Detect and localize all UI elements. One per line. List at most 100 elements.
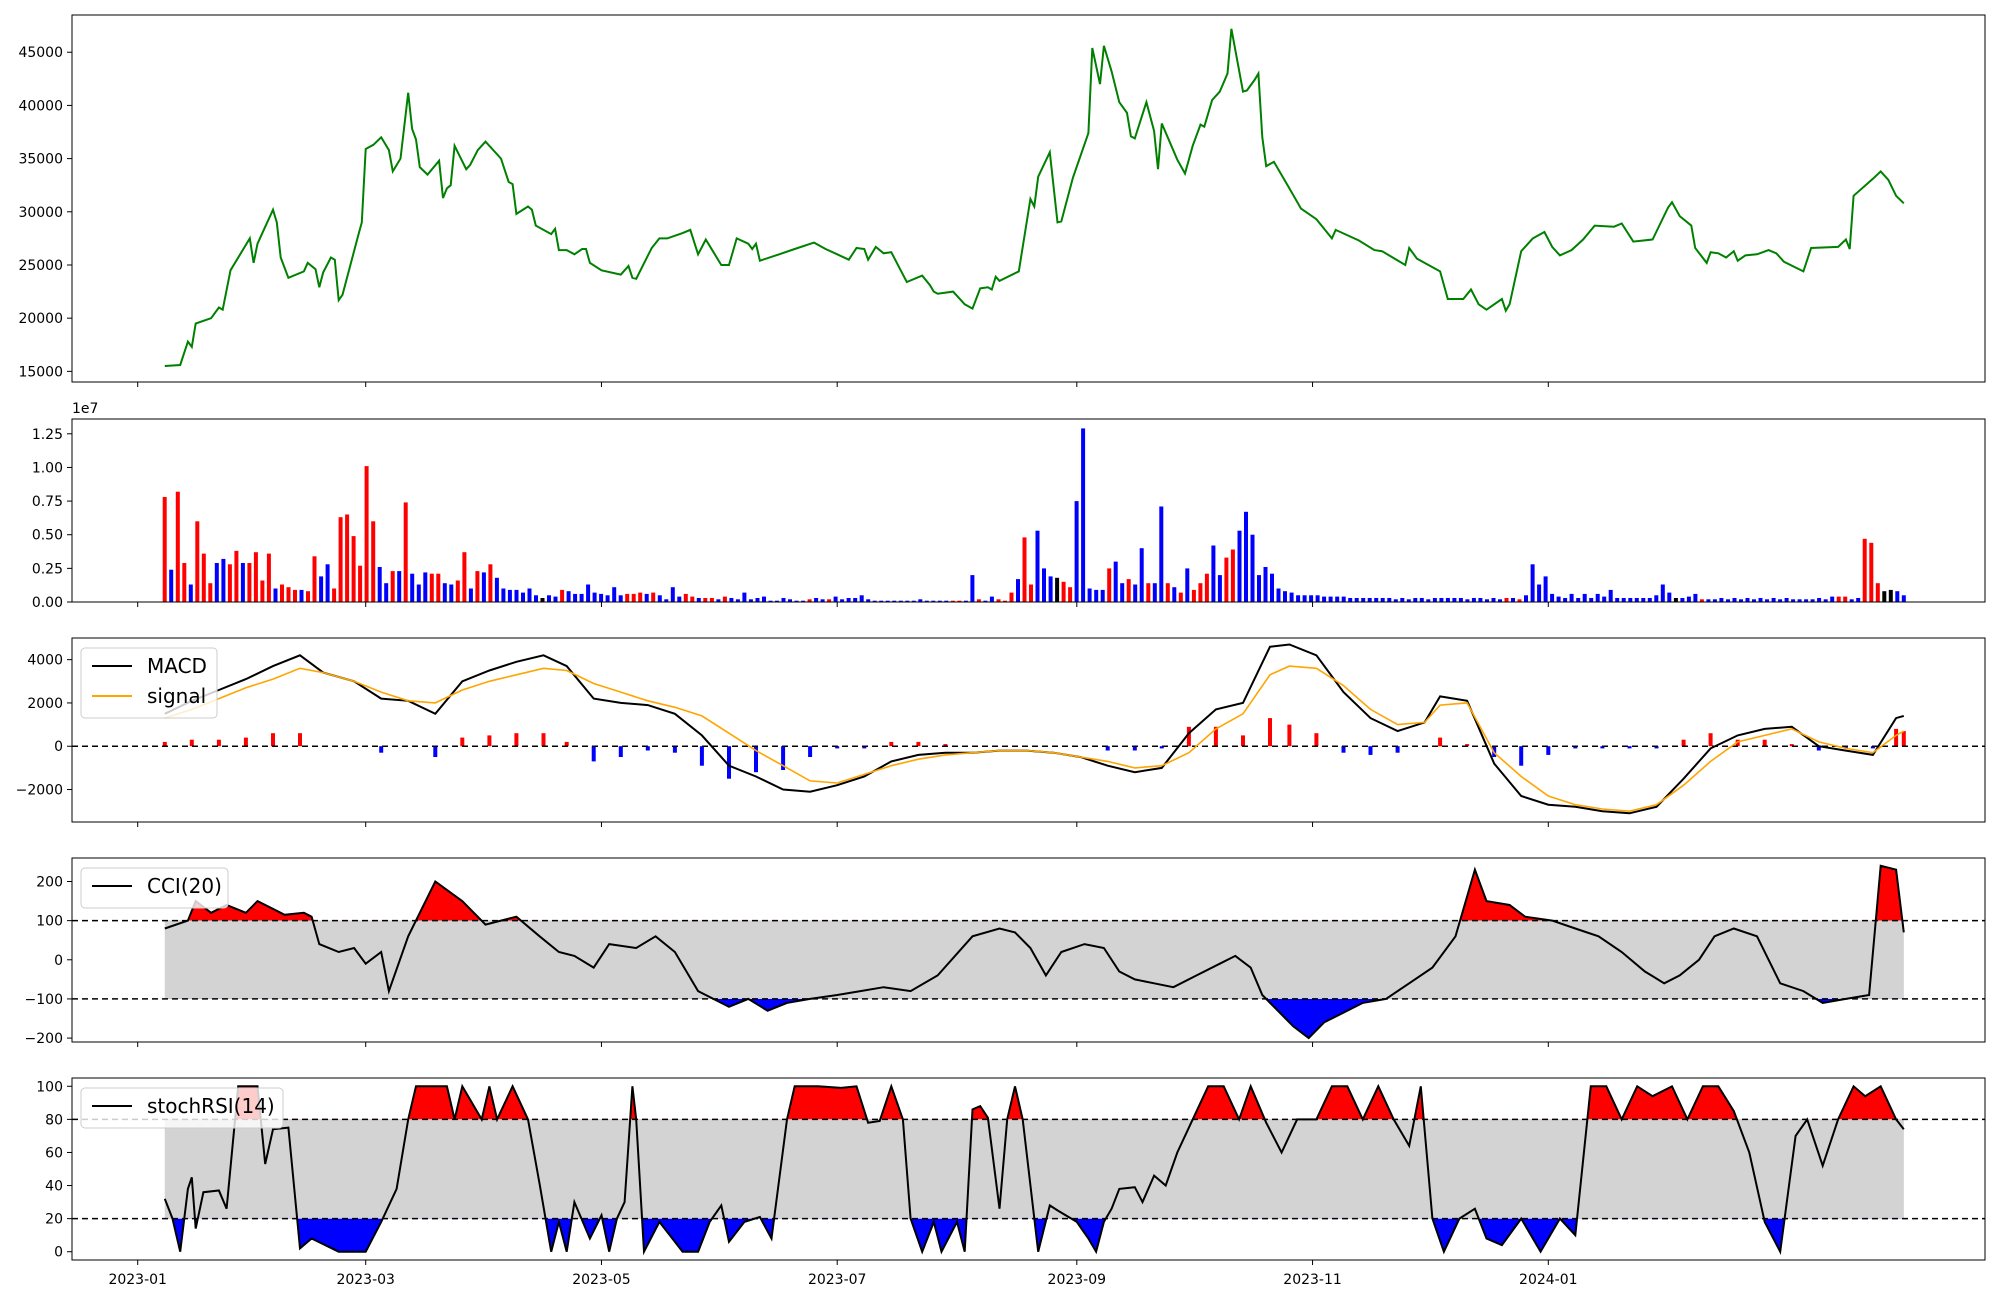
volume-bar [1693, 593, 1698, 602]
volume-bar [944, 600, 949, 602]
macd-histogram-bar [1654, 746, 1659, 749]
volume-bar [547, 595, 551, 602]
volume-bar [1341, 596, 1346, 602]
y-tick-label: 0.25 [32, 561, 63, 577]
volume-bar [612, 587, 617, 602]
y-tick-label: 200 [36, 874, 63, 890]
volume-bar [866, 599, 871, 602]
panel-frame [71, 418, 1986, 603]
volume-bar [1335, 596, 1340, 602]
volume-bar [963, 600, 968, 602]
volume-bar [1393, 599, 1398, 602]
macd-histogram-bar [727, 746, 731, 779]
volume-bar [735, 599, 740, 602]
macd-histogram-bar [541, 733, 546, 747]
volume-bar [1673, 598, 1678, 602]
volume-bar [814, 598, 819, 602]
volume-bar [983, 600, 988, 602]
volume-bar [1530, 564, 1535, 602]
volume-bar [403, 502, 408, 602]
volume-bar [1856, 598, 1861, 602]
volume-bar [1283, 591, 1287, 602]
stochrsi-panel: 0 20 40 60 80 100 stochRSI(14) [36, 1077, 1986, 1261]
volume-bar [898, 600, 903, 602]
volume-bar [833, 596, 838, 602]
volume-bar [1524, 595, 1528, 602]
volume-bar [1211, 545, 1216, 602]
y-tick-label: −100 [25, 992, 63, 1008]
macd-histogram-bar [162, 741, 167, 747]
volume-bar [234, 550, 239, 602]
macd-histogram-bar [1438, 737, 1443, 747]
volume-bar [1055, 577, 1060, 602]
macd-histogram-bar [1368, 746, 1373, 755]
macd-histogram-bar [216, 739, 221, 747]
volume-bar [1198, 583, 1203, 602]
macd-histogram-bar [243, 737, 248, 747]
volume-bar [651, 592, 656, 602]
macd-histogram-bar [1213, 726, 1218, 747]
y-tick-label: 80 [45, 1112, 63, 1128]
volume-bar [1003, 600, 1007, 602]
volume-bar [1107, 568, 1112, 602]
volume-bar [332, 588, 337, 602]
volume-bar [1830, 596, 1835, 602]
y-tick-label: 0.00 [32, 595, 63, 611]
price-line [164, 28, 1905, 367]
volume-bar [872, 600, 877, 602]
y-tick-label: 30000 [18, 205, 63, 221]
volume-bar [1074, 501, 1079, 602]
macd-histogram-bar [433, 746, 438, 757]
macd-histogram-bar [271, 733, 275, 747]
volume-bar [1726, 599, 1730, 602]
macd-panel: −2000 0 2000 4000 MACD signal [16, 637, 1986, 823]
volume-bar [1719, 598, 1724, 602]
volume-bar [853, 598, 858, 602]
volume-bar [1094, 589, 1099, 602]
volume-bar [1589, 598, 1594, 602]
stochrsi-line [163, 1083, 1905, 1256]
volume-bar [1361, 598, 1366, 602]
volume-bar [1797, 599, 1802, 602]
volume-bar [631, 593, 636, 602]
volume-bar [410, 573, 415, 602]
volume-bar [175, 491, 180, 602]
volume-bar [670, 587, 675, 602]
volume-bar [312, 556, 317, 603]
volume-bar [1413, 598, 1418, 602]
overbought-fill [164, 1086, 1904, 1120]
y-tick-label: 25000 [18, 258, 63, 274]
volume-bar [1875, 583, 1880, 602]
volume-bar [1641, 598, 1646, 602]
macd-histogram-bar [487, 735, 492, 747]
volume-bar [573, 593, 578, 602]
volume-bar [1387, 598, 1392, 602]
volume-bar [1257, 575, 1261, 602]
volume-bar [1445, 598, 1450, 602]
volume-bar [1771, 598, 1776, 602]
macd-histogram-bar [1816, 746, 1821, 751]
neutral-band [164, 1119, 1904, 1219]
volume-bar [286, 587, 291, 602]
volume-bar [905, 600, 910, 602]
volume-bar [840, 599, 845, 602]
volume-bar [1133, 584, 1138, 602]
volume-bar [364, 466, 369, 602]
volume-bar [937, 600, 942, 602]
volume-bar [1504, 598, 1509, 602]
volume-bar [1882, 591, 1887, 602]
volume-bar [1185, 568, 1190, 602]
volume-bar [1628, 598, 1633, 602]
y-tick-label: 0.50 [32, 528, 63, 544]
volume-bar [709, 598, 714, 602]
volume-bar [1602, 596, 1607, 602]
volume-bar [1172, 587, 1177, 602]
volume-bar [1765, 599, 1769, 602]
volume-bar [534, 595, 538, 602]
volume-bar [514, 589, 519, 602]
volume-bar [1888, 589, 1893, 602]
macd-histogram-bar [1519, 746, 1524, 766]
volume-bar [1035, 530, 1040, 602]
volume-bar [1732, 598, 1737, 602]
volume-bar [1517, 599, 1522, 602]
